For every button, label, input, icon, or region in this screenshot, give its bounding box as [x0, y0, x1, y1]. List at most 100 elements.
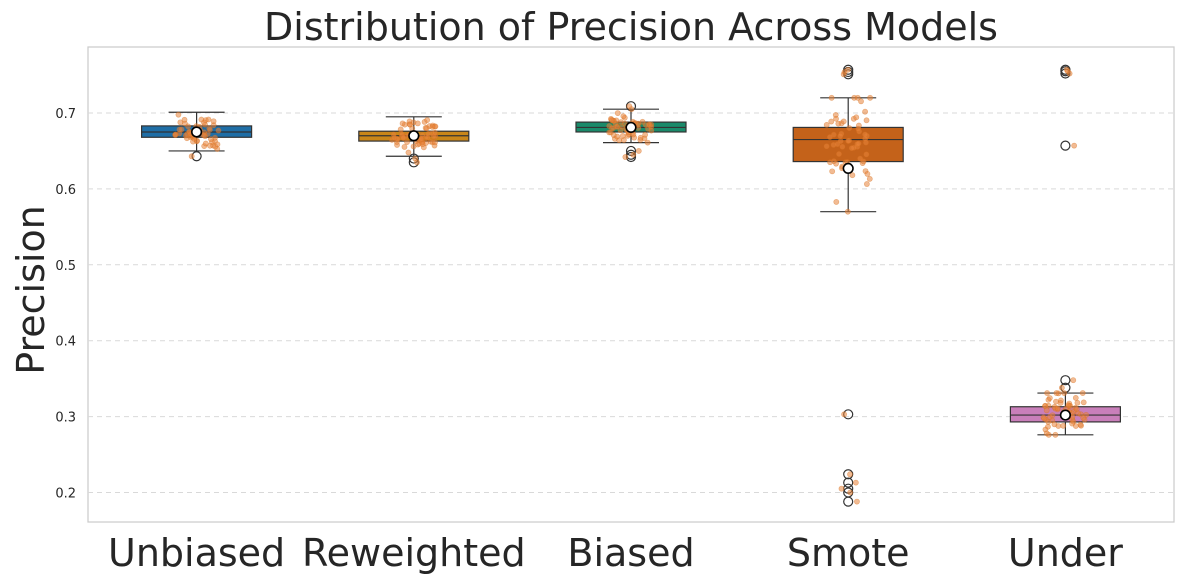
jitter-point [419, 141, 426, 148]
jitter-point [1078, 422, 1084, 429]
jitter-point [630, 151, 637, 158]
jitter-point [836, 151, 842, 157]
jitter-point [1046, 395, 1053, 401]
mean-marker [408, 130, 420, 142]
x-tick-label: Under [1008, 531, 1123, 575]
jitter-point [844, 208, 851, 215]
jitter-point [866, 175, 873, 182]
jitter-point [863, 151, 870, 158]
jitter-point [854, 94, 861, 101]
jitter-point [1044, 390, 1051, 396]
jitter-point [1052, 431, 1059, 438]
jitter-point [1072, 394, 1079, 401]
jitter-point [841, 411, 848, 418]
jitter-point [423, 125, 430, 132]
jitter-point [424, 117, 431, 123]
jitter-point [845, 138, 852, 144]
mean-marker [191, 126, 203, 138]
jitter-point [210, 118, 217, 125]
jitter-point [855, 140, 862, 147]
jitter-point [205, 116, 212, 123]
jitter-point [846, 125, 853, 132]
jitter-point [864, 171, 871, 177]
jitter-points [172, 66, 1090, 505]
jitter-point [404, 139, 410, 145]
jitter-point [614, 110, 621, 117]
jitter-point [853, 114, 860, 121]
jitter-point [172, 132, 179, 138]
jitter-point [405, 149, 412, 156]
jitter-point [833, 115, 839, 122]
jitter-point [1075, 410, 1081, 417]
jitter-point [626, 103, 633, 110]
jitter-point [394, 142, 400, 148]
jitter-point [833, 199, 840, 205]
jitter-point [828, 94, 835, 101]
x-tick-labels: Unbiased Reweighted Biased Smote Under [108, 531, 1123, 575]
jitter-point [414, 159, 420, 166]
jitter-point [823, 121, 830, 128]
jitter-point [606, 123, 613, 129]
jitter-point [201, 132, 208, 139]
x-tick-label: Reweighted [302, 531, 526, 575]
x-tick-label: Smote [787, 531, 910, 575]
y-tick-label: 0.4 [55, 335, 76, 350]
jitter-point [207, 126, 213, 133]
jitter-point [619, 124, 626, 130]
jitter-point [1041, 415, 1048, 422]
jitter-point [1069, 420, 1076, 427]
jitter-point [1080, 414, 1087, 421]
x-tick-label: Unbiased [108, 531, 285, 575]
jitter-point [857, 155, 864, 162]
jitter-point [835, 120, 842, 127]
jitter-point [1053, 398, 1059, 405]
jitter-point [622, 154, 629, 160]
jitter-point [1066, 70, 1073, 77]
jitter-point [1071, 142, 1078, 149]
jitter-point [858, 98, 864, 105]
outlier-point [1060, 140, 1071, 151]
jitter-point [1060, 422, 1067, 429]
jitter-point [855, 125, 862, 132]
jitter-point [642, 121, 649, 128]
jitter-point [854, 498, 860, 505]
mean-markers [191, 121, 1071, 421]
jitter-point [1070, 377, 1077, 384]
jitter-point [397, 126, 404, 133]
jitter-point [849, 172, 856, 179]
grid-lines [88, 112, 1174, 493]
jitter-point [867, 94, 874, 101]
jitter-point [637, 134, 644, 141]
jitter-point [848, 145, 855, 152]
jitter-point [1080, 399, 1087, 406]
jitter-point [198, 116, 205, 123]
jitter-point [185, 123, 192, 130]
outlier-point [843, 477, 854, 488]
jitter-point [606, 129, 613, 136]
jitter-point [414, 120, 421, 127]
outlier-point [843, 496, 854, 507]
jitter-point [614, 133, 621, 140]
jitter-point [181, 116, 188, 123]
jitter-point [829, 168, 836, 175]
mean-marker [842, 162, 854, 175]
jitter-point [400, 135, 407, 142]
jitter-point [840, 118, 847, 125]
outlier-point [408, 153, 419, 164]
jitter-point [215, 127, 222, 134]
jitter-point [407, 121, 413, 128]
jitter-point [432, 129, 438, 136]
y-tick-label: 0.7 [55, 107, 76, 122]
jitter-point [862, 108, 869, 115]
jitter-point [823, 143, 830, 150]
jitter-point [432, 139, 438, 146]
jitter-point [214, 141, 221, 148]
jitter-point [1043, 430, 1050, 437]
jitter-point [847, 489, 854, 496]
jitter-point [1065, 402, 1072, 409]
jitter-point [837, 138, 844, 145]
mean-marker [625, 121, 637, 134]
jitter-point [838, 485, 845, 492]
plot-frame [87, 46, 1175, 523]
